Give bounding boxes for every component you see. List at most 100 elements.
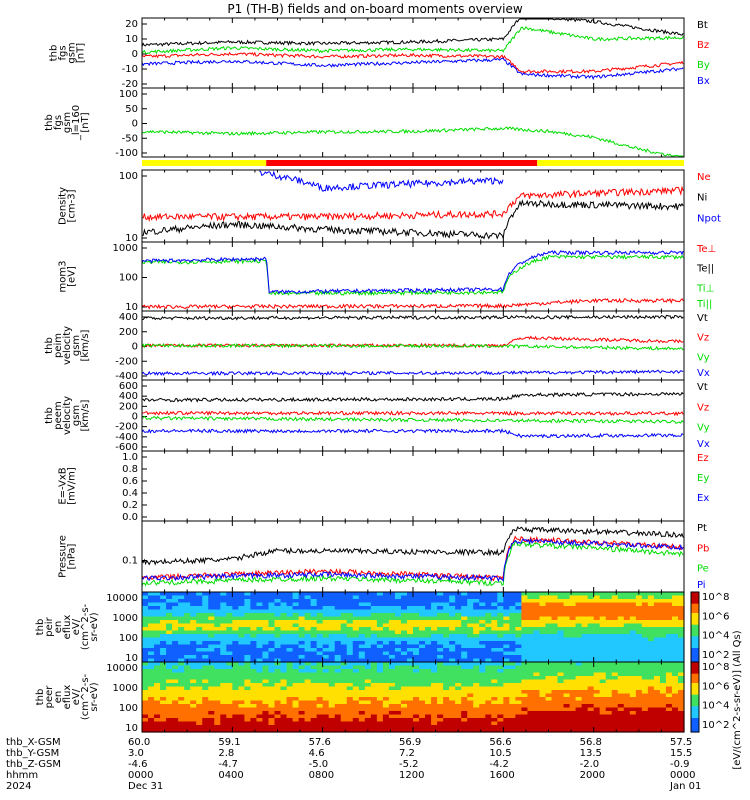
spectrogram-cell — [382, 595, 390, 600]
spectrogram-cell — [310, 627, 318, 632]
spectrogram-cell — [154, 620, 161, 625]
spectrogram-cell — [563, 662, 571, 667]
spectrogram-cell — [635, 655, 643, 660]
spectrogram-cell — [208, 620, 215, 625]
spectrogram-cell — [160, 693, 167, 698]
spectrogram-cell — [449, 714, 456, 719]
spectrogram-cell — [443, 644, 450, 649]
spectrogram-cell — [256, 704, 264, 709]
spectrogram-cell — [160, 690, 167, 695]
spectrogram-cell — [413, 658, 420, 663]
spectrogram-cell — [665, 609, 673, 614]
spectrogram-cell — [593, 676, 601, 681]
spectrogram-cell — [208, 627, 215, 632]
spectrogram-cell — [202, 704, 209, 709]
spectrogram-cell — [340, 704, 348, 709]
colorbar-cell — [691, 713, 699, 717]
spectrogram-cell — [364, 602, 372, 607]
spectrogram-cell — [370, 697, 378, 702]
spectrogram-cell — [647, 711, 655, 716]
spectrogram-cell — [310, 676, 318, 681]
spectrogram-cell — [497, 665, 504, 670]
spectrogram-cell — [382, 669, 390, 674]
spectrogram-cell — [190, 651, 197, 656]
spectrogram-cell — [178, 627, 185, 632]
spectrogram-cell — [551, 599, 559, 604]
spectrogram-cell — [178, 613, 185, 618]
footer-value: 0000 — [128, 770, 154, 781]
spectrogram-cell — [413, 641, 420, 646]
spectrogram-cell — [491, 648, 498, 653]
spectrogram-cell — [316, 721, 324, 726]
spectrogram-cell — [346, 648, 354, 653]
spectrogram-cell — [485, 711, 492, 716]
spectrogram-cell — [593, 718, 601, 723]
spectrogram-cell — [304, 595, 312, 600]
spectrogram-cell — [340, 669, 348, 674]
spectrogram-cell — [593, 672, 601, 677]
spectrogram-cell — [172, 697, 179, 702]
spectrogram-cell — [298, 634, 306, 639]
spectrogram-cell — [605, 725, 613, 730]
spectrogram-cell — [244, 721, 251, 726]
spectrogram-cell — [286, 595, 294, 600]
spectrogram-cell — [623, 704, 631, 709]
spectrogram-cell — [382, 630, 390, 635]
spectrogram-cell — [382, 728, 390, 733]
spectrogram-cell — [509, 641, 516, 646]
spectrogram-cell — [364, 711, 372, 716]
spectrogram-cell — [286, 634, 294, 639]
spectrogram-cell — [671, 620, 679, 625]
spectrogram-cell — [587, 683, 595, 688]
spectrogram-cell — [268, 599, 276, 604]
spectrogram-cell — [208, 606, 215, 611]
spectrogram-cell — [503, 711, 510, 716]
spectrogram-cell — [419, 592, 426, 597]
spectrogram-cell — [497, 609, 504, 614]
spectrogram-cell — [334, 693, 342, 698]
spectrogram-cell — [659, 651, 667, 656]
spectrogram-cell — [593, 637, 601, 642]
spectrogram-cell — [431, 623, 438, 628]
spectrogram-cell — [467, 648, 474, 653]
panel-frame — [141, 87, 685, 158]
footer-value: -5.0 — [308, 759, 329, 770]
spectrogram-cell — [527, 634, 535, 639]
spectrogram-cell — [551, 665, 559, 670]
spectrogram-cell — [425, 627, 432, 632]
spectrogram-cell — [376, 704, 384, 709]
spectrogram-cell — [202, 693, 209, 698]
spectrogram-cell — [304, 683, 312, 688]
spectrogram-cell — [154, 665, 161, 670]
spectrogram-cell — [190, 725, 197, 730]
spectrogram-cell — [587, 711, 595, 716]
spectrogram-cell — [485, 725, 492, 730]
spectrogram-cell — [455, 613, 462, 618]
spectrogram-cell — [659, 616, 667, 621]
spectrogram-cell — [196, 711, 203, 716]
spectrogram-cell — [431, 693, 438, 698]
spectrogram-cell — [202, 728, 209, 733]
spectrogram-cell — [394, 599, 402, 604]
spectrogram-cell — [232, 693, 239, 698]
spectrogram-cell — [160, 725, 167, 730]
spectrogram-cell — [575, 637, 583, 642]
spectrogram-cell — [406, 690, 414, 695]
spectrogram-cell — [322, 718, 330, 723]
spectrogram-cell — [334, 620, 342, 625]
series-line-Vx — [141, 428, 684, 439]
spectrogram-cell — [635, 672, 643, 677]
spectrogram-cell — [443, 693, 450, 698]
spectrogram-cell — [304, 613, 312, 618]
spectrogram-cell — [370, 718, 378, 723]
spectrogram-cell — [623, 602, 631, 607]
spectrogram-cell — [274, 704, 282, 709]
spectrogram-cell — [346, 655, 354, 660]
footer-value: 56.9 — [399, 737, 422, 748]
spectrogram-cell — [256, 690, 264, 695]
spectrogram-cell — [485, 679, 492, 684]
spectrogram-cell — [545, 616, 553, 621]
spectrogram-cell — [419, 693, 426, 698]
spectrogram-cell — [166, 721, 173, 726]
spectrogram-cell — [286, 700, 294, 705]
